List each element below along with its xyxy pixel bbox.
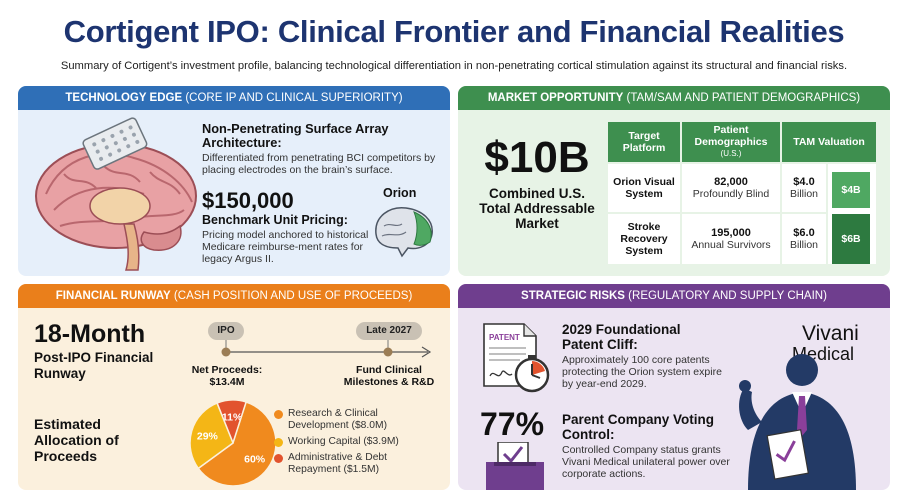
legend-item: Administrative & Debt Repayment ($1.5M)	[274, 452, 438, 476]
unit-price-description: Pricing model anchored to historical Med…	[202, 229, 369, 265]
strategic-risks-header: STRATEGIC RISKS (REGULATORY AND SUPPLY C…	[458, 284, 890, 308]
timeline-end-caption: Fund Clinical Milestones & R&D	[343, 364, 435, 388]
market-table: Target Platform Patient Demographics (U.S…	[608, 122, 876, 264]
strategic-risks-panel: STRATEGIC RISKS (REGULATORY AND SUPPLY C…	[458, 284, 890, 490]
financial-runway-header: FINANCIAL RUNWAY (CASH POSITION AND USE …	[18, 284, 450, 308]
patent-cliff-title: 2029 Foundational Patent Cliff:	[562, 322, 681, 352]
table-row-platform: Orion Visual System	[608, 164, 680, 212]
patent-word: PATENT	[489, 333, 520, 342]
tam-bar-area: $4B $6B	[828, 164, 876, 264]
array-description: Differentiated from penetrating BCI comp…	[202, 152, 436, 176]
col-header-platform: Target Platform	[608, 122, 680, 162]
timeline-start-caption: Net Proceeds: $13.4M	[191, 364, 263, 388]
legend-item: Working Capital ($3.9M)	[274, 436, 438, 448]
runway-value: 18-Month	[34, 320, 146, 348]
allocation-pie-chart: 11% 60% 29%	[189, 399, 277, 487]
market-opportunity-header: MARKET OPPORTUNITY (TAM/SAM AND PATIENT …	[458, 86, 890, 110]
page-title: Cortigent IPO: Clinical Frontier and Fin…	[63, 14, 845, 49]
brand-name: Vivani	[802, 322, 859, 345]
pie-slice-label: 29%	[197, 431, 219, 443]
legend-swatch	[274, 454, 283, 463]
tam-total-caption: Combined U.S. Total Addressable Market	[479, 186, 595, 231]
clock-icon	[514, 355, 550, 393]
timeline-axis	[221, 340, 432, 358]
orion-brain-icon	[375, 207, 433, 258]
table-row-demographics: 82,000 Profoundly Blind	[682, 164, 780, 212]
runway-caption: Post-IPO Financial Runway	[34, 350, 154, 381]
technology-edge-panel: TECHNOLOGY EDGE (CORE IP AND CLINICAL SU…	[18, 86, 450, 276]
col-header-demographics: Patient Demographics (U.S.)	[682, 122, 780, 162]
allocation-title: Estimated Allocation of Proceeds	[34, 416, 119, 464]
ballot-box-icon	[486, 442, 544, 490]
brain-illustration	[35, 117, 197, 271]
voting-control-title: Parent Company Voting Control:	[562, 412, 715, 442]
table-row-platform: Stroke Recovery System	[608, 214, 680, 264]
page-subtitle: Summary of Cortigent’s investment profil…	[60, 60, 848, 72]
tam-bar-orion: $4B	[832, 172, 870, 208]
voting-control-description: Controlled Company status grants Vivani …	[562, 444, 730, 480]
col-header-tam: TAM Valuation	[782, 122, 876, 162]
pie-slice	[189, 402, 234, 470]
timeline-end-pill: Late 2027	[356, 322, 422, 340]
tam-total-value: $10B	[484, 133, 590, 182]
legend-item: Research & Clinical Development ($8.0M)	[274, 408, 438, 432]
table-row-tam: $4.0 Billion	[782, 164, 826, 212]
orion-label: Orion	[383, 186, 417, 200]
unit-price-value: $150,000	[202, 188, 294, 213]
unit-price-title: Benchmark Unit Pricing:	[202, 213, 348, 227]
table-row-demographics: 195,000 Annual Survivors	[682, 214, 780, 264]
financial-runway-panel: FINANCIAL RUNWAY (CASH POSITION AND USE …	[18, 284, 450, 490]
executive-illustration	[739, 354, 856, 490]
patent-cliff-description: Approximately 100 core patents protectin…	[562, 354, 722, 390]
legend-swatch	[274, 410, 283, 419]
tam-bar-stroke: $6B	[832, 214, 870, 264]
array-title: Non-Penetrating Surface Array Architectu…	[202, 121, 389, 150]
voting-control-value: 77%	[480, 406, 545, 442]
pie-slice	[197, 401, 277, 487]
market-opportunity-panel: MARKET OPPORTUNITY (TAM/SAM AND PATIENT …	[458, 86, 890, 276]
timeline-start-pill: IPO	[208, 322, 244, 340]
pie-slice-label: 60%	[244, 454, 266, 466]
legend-swatch	[274, 438, 283, 447]
pie-slice-label: 11%	[222, 411, 243, 423]
table-row-tam: $6.0 Billion	[782, 214, 826, 264]
technology-edge-header: TECHNOLOGY EDGE (CORE IP AND CLINICAL SU…	[18, 86, 450, 110]
